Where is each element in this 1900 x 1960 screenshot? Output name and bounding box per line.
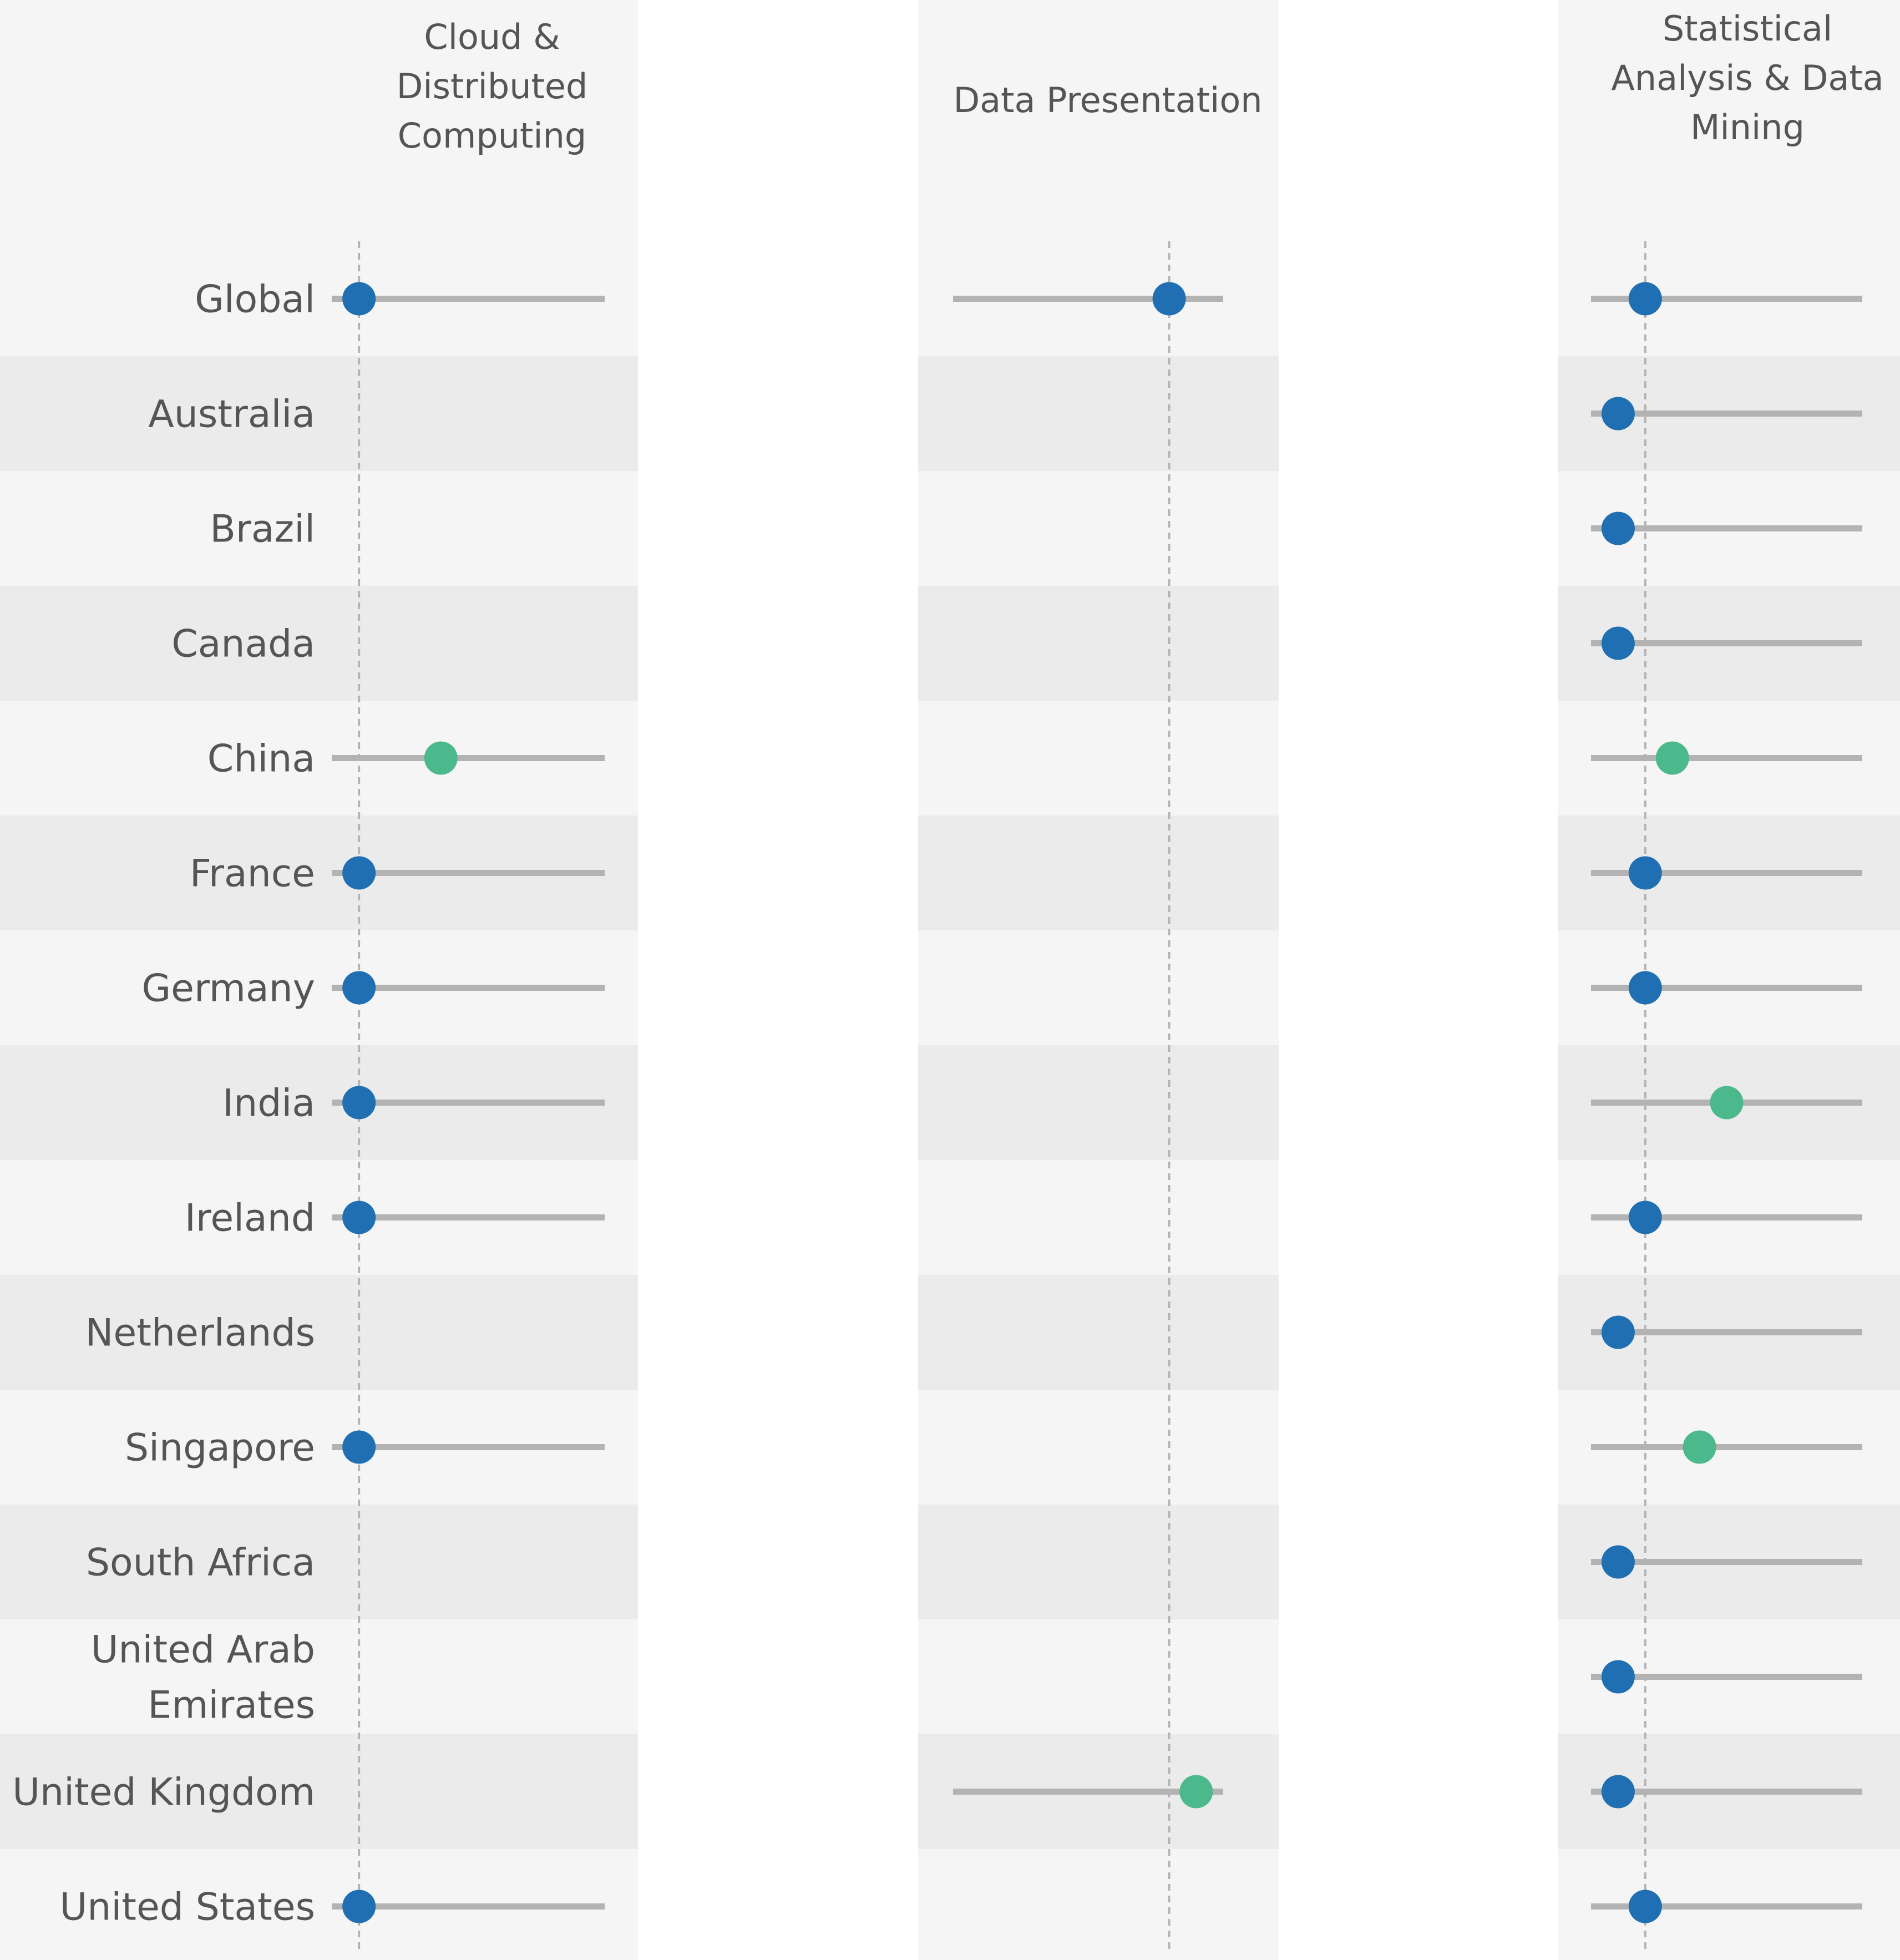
- data-point[interactable]: [342, 856, 376, 890]
- data-point[interactable]: [1152, 282, 1186, 316]
- row-band: [918, 586, 1279, 701]
- country-label: Emirates: [148, 1684, 315, 1728]
- country-label: Brazil: [210, 508, 315, 551]
- country-label: Netherlands: [85, 1311, 315, 1355]
- data-point[interactable]: [1710, 1086, 1744, 1120]
- data-point[interactable]: [342, 971, 376, 1005]
- row-band: [918, 1849, 1279, 1960]
- country-label: South Africa: [86, 1541, 315, 1585]
- row-band: [918, 701, 1279, 816]
- row-band: [918, 356, 1279, 471]
- data-point[interactable]: [424, 741, 458, 775]
- data-point[interactable]: [342, 1890, 376, 1923]
- row-band: [0, 1505, 638, 1619]
- row-band: [918, 930, 1279, 1045]
- panel-title: Statistical: [1663, 8, 1832, 49]
- row-band: [918, 471, 1279, 586]
- country-label: United Kingdom: [12, 1771, 315, 1815]
- country-label: China: [207, 737, 315, 781]
- data-point[interactable]: [342, 1086, 376, 1120]
- data-point[interactable]: [342, 1430, 376, 1464]
- data-point[interactable]: [1601, 511, 1635, 545]
- row-band: [918, 1160, 1279, 1275]
- data-point[interactable]: [1628, 856, 1662, 890]
- panel-title: Analysis & Data: [1611, 58, 1883, 98]
- data-point[interactable]: [1628, 1890, 1662, 1923]
- row-band: [918, 1505, 1279, 1619]
- country-label: Singapore: [125, 1426, 315, 1470]
- row-band: [0, 356, 638, 471]
- panel-title: Mining: [1690, 107, 1805, 148]
- panel-header-bg-0: [0, 0, 638, 241]
- row-band: [918, 1045, 1279, 1160]
- row-band: [0, 1734, 638, 1849]
- country-label: Global: [195, 278, 315, 322]
- row-band: [0, 1275, 638, 1390]
- data-point[interactable]: [1601, 1660, 1635, 1694]
- panel-title: Computing: [398, 115, 586, 156]
- panel-title: Cloud &: [424, 17, 560, 57]
- data-point[interactable]: [1655, 741, 1689, 775]
- country-label: India: [222, 1082, 315, 1126]
- country-label: United Arab: [91, 1628, 315, 1672]
- row-band: [0, 471, 638, 586]
- data-point[interactable]: [1628, 1201, 1662, 1234]
- data-point[interactable]: [1601, 1545, 1635, 1579]
- data-point[interactable]: [342, 1201, 376, 1234]
- panel-header-bg-2: [1558, 0, 1900, 241]
- row-band: [918, 1390, 1279, 1505]
- country-label: Canada: [171, 622, 315, 666]
- row-band: [0, 1619, 638, 1734]
- row-band: [918, 1275, 1279, 1390]
- data-point[interactable]: [1601, 1775, 1635, 1809]
- data-point[interactable]: [1601, 1315, 1635, 1349]
- data-point[interactable]: [342, 282, 376, 316]
- country-label: United States: [60, 1886, 315, 1929]
- country-label: Australia: [148, 393, 315, 437]
- data-point[interactable]: [1601, 626, 1635, 660]
- data-point[interactable]: [1628, 971, 1662, 1005]
- data-point[interactable]: [1601, 397, 1635, 431]
- country-label: Ireland: [185, 1197, 315, 1240]
- country-label: France: [190, 852, 315, 896]
- panel-header-bg-1: [918, 0, 1279, 241]
- data-point[interactable]: [1179, 1775, 1213, 1809]
- data-point[interactable]: [1683, 1430, 1716, 1464]
- data-point[interactable]: [1628, 282, 1662, 316]
- panel-title: Distributed: [397, 66, 588, 107]
- country-label: Germany: [141, 967, 315, 1011]
- panel-title: Data Presentation: [953, 80, 1262, 120]
- row-band: [0, 586, 638, 701]
- row-band: [918, 816, 1279, 930]
- row-band: [918, 1619, 1279, 1734]
